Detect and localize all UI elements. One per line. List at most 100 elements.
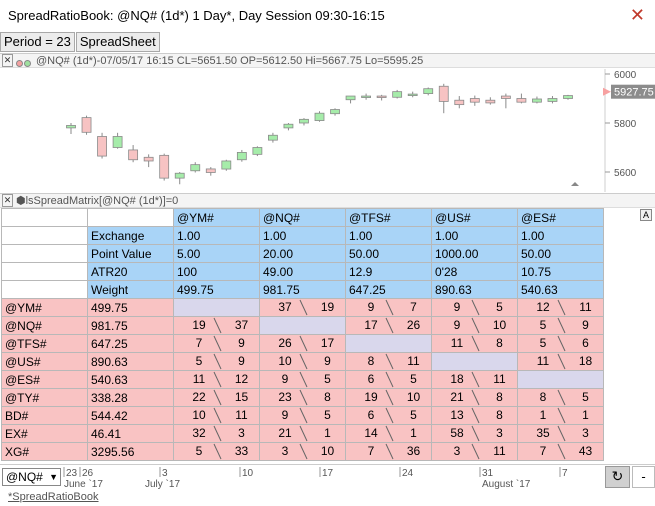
ratio-divider-icon [385,389,394,406]
last-price-marker-icon [603,87,611,96]
ratio-left: 58 [450,426,464,440]
ratio-left: 14 [364,426,378,440]
candle-body [469,98,480,103]
ratio-right: 6 [582,336,589,350]
ratio-split: 10 11 [177,407,259,424]
time-label: August `17 [482,478,531,490]
ratio-divider-icon [299,425,308,442]
property-label: Point Value [87,244,174,263]
ratio-left: 11 [536,354,550,368]
ratio-row: @US# 890.63 5 9 10 9 8 11 11 18 [1,352,604,371]
ratio-split: 13 8 [435,407,517,424]
candle-body [376,95,387,98]
ratio-right: 37 [234,318,249,332]
tab-strip: Period = 23 SpreadSheet [0,32,161,52]
price-chart[interactable]: 6000 5800 5600 5927.75 [0,69,655,192]
tab-period[interactable]: Period = 23 [0,32,75,52]
ratio-right: 18 [578,354,593,368]
symbol-select[interactable]: @NQ# ▼ [2,468,61,486]
ratio-divider-icon [385,425,394,442]
ratio-split: 11 12 [177,371,259,388]
ratio-divider-icon [385,407,394,424]
ratio-left: 37 [278,300,292,314]
candle-body [500,95,511,99]
indicator-close-icon[interactable]: ✕ [2,194,13,207]
ratio-row: @TY# 338.28 22 15 23 8 19 10 21 8 8 5 [1,388,604,407]
ratio-left: 3 [281,444,289,458]
ratio-split: 17 26 [349,317,431,334]
ratio-cell: 11 18 [517,352,604,371]
property-value: 1.00 [259,226,346,245]
ratio-right: 9 [238,336,245,350]
workbook-link[interactable]: *SpreadRatioBook [8,491,99,503]
ratio-split: 23 8 [263,389,345,406]
ratio-right: 5 [410,372,417,386]
property-label: ATR20 [87,262,174,281]
ratio-right: 10 [406,390,421,404]
row-weight: 499.75 [87,298,174,317]
ratio-row: EX# 46.41 32 3 21 1 14 1 58 3 35 3 [1,424,604,443]
ratio-split: 18 11 [435,371,517,388]
ratio-left: 8 [367,354,375,368]
ratio-cell: 18 11 [431,370,518,389]
ratio-split: 8 11 [349,353,431,370]
indicator-label: ⬢lsSpreadMatrix[@NQ# (1d*)]=0 [16,195,179,207]
tab-spreadsheet[interactable]: SpreadSheet [75,32,160,52]
row-weight: 46.41 [87,424,174,443]
property-row: Exchange 1.00 1.00 1.00 1.00 1.00 [1,226,604,245]
diagonal-cell [517,370,604,389]
row-weight: 981.75 [87,316,174,335]
ratio-right: 11 [579,300,592,314]
matrix-header-row: @YM# @NQ# @TFS# @US# @ES# [1,208,604,227]
ratio-left: 19 [192,318,206,332]
ratio-divider-icon [385,317,394,334]
ratio-left: 7 [367,444,375,458]
property-row: Point Value 5.00 20.00 50.00 1000.00 50.00 [1,244,604,263]
diagonal-cell [173,298,260,317]
ratio-cell: 37 19 [259,298,346,317]
row-weight: 647.25 [87,334,174,353]
ratio-left: 9 [367,300,375,314]
candle-body [314,112,325,121]
chart-close-icon[interactable]: ✕ [2,54,13,67]
ratio-divider-icon [213,389,222,406]
ratio-right: 5 [582,390,589,404]
row-symbol: XG# [1,442,88,461]
candle-body [407,93,418,96]
ratio-divider-icon [557,335,566,352]
close-icon[interactable]: ✕ [629,5,645,26]
refresh-button[interactable]: ↻ [605,466,630,488]
candle-body [81,117,92,133]
zoom-out-button[interactable]: - [632,466,655,488]
candle-body [547,98,558,102]
autoscale-button[interactable]: A [640,209,652,221]
ratio-split: 10 9 [263,353,345,370]
candle-body [392,91,403,98]
chevron-down-icon[interactable]: ▼ [49,472,58,482]
diagonal-cell [345,334,432,353]
ratio-row: @TFS# 647.25 7 9 26 17 11 8 5 6 [1,334,604,353]
time-label: 26 [82,468,94,479]
time-label: 7 [562,468,568,479]
ratio-right: 3 [496,426,503,440]
candle-body [423,88,434,95]
row-weight: 3295.56 [87,442,174,461]
ratio-left: 6 [367,408,375,422]
ratio-split: 14 1 [349,425,431,442]
ratio-right: 5 [496,300,503,314]
ratio-right: 5 [410,408,417,422]
ratio-right: 10 [320,444,335,458]
ratio-right: 10 [492,318,507,332]
ratio-left: 23 [278,390,292,404]
property-value: 50.00 [517,244,604,263]
